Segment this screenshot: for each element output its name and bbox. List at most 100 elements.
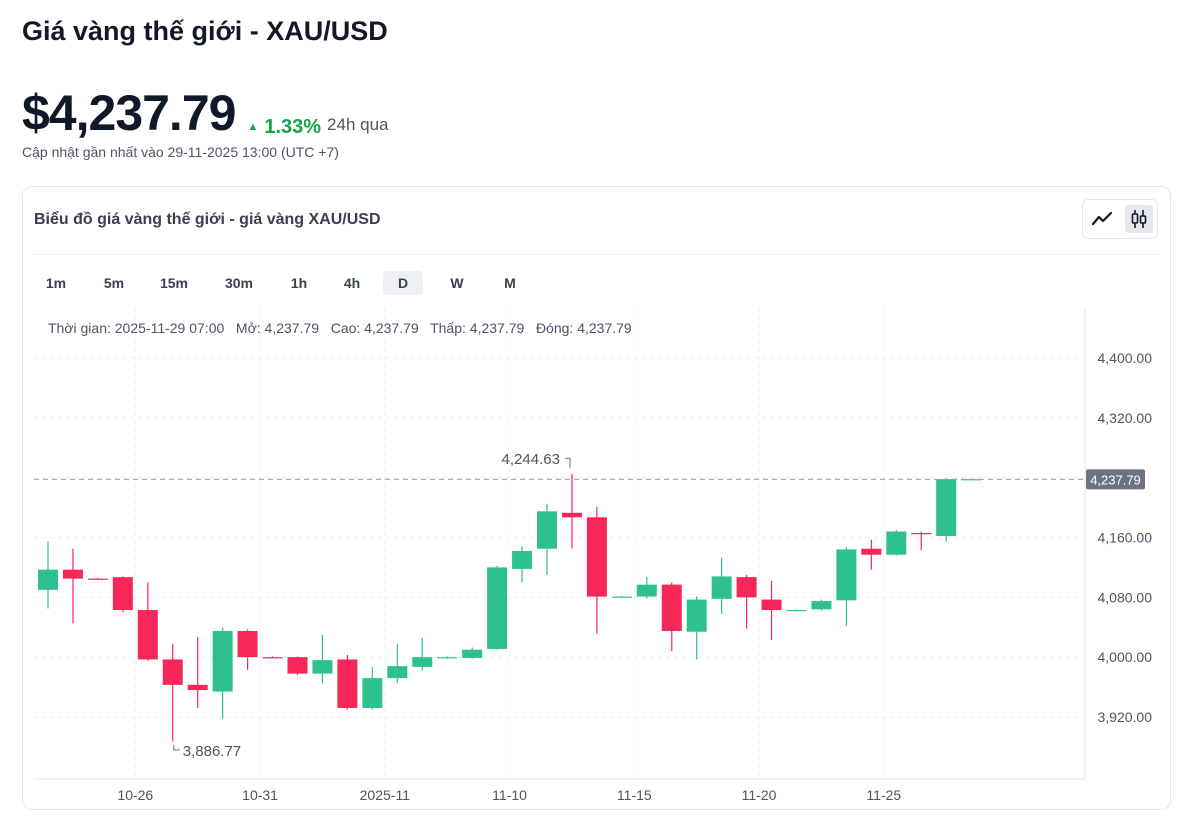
candle-body <box>861 548 882 555</box>
tab-5m[interactable]: 5m <box>103 275 125 291</box>
candle[interactable] <box>38 541 58 609</box>
candle-body <box>212 630 233 692</box>
candle[interactable] <box>112 576 133 613</box>
chart-type-toggle <box>1082 199 1158 239</box>
candle-body <box>537 511 557 549</box>
candle-body <box>636 584 657 597</box>
candle[interactable] <box>337 654 358 710</box>
candle-body <box>761 599 782 611</box>
x-tick-label: 10-31 <box>242 787 278 803</box>
candle-body <box>412 657 433 667</box>
last-updated: Cập nhật gần nhất vào 29-11-2025 13:00 (… <box>22 144 339 160</box>
candle[interactable] <box>62 548 83 624</box>
candle[interactable] <box>711 557 732 614</box>
line-chart-icon <box>1091 211 1112 226</box>
candle-body <box>237 630 258 658</box>
tab-15m[interactable]: 15m <box>159 275 189 291</box>
candle-body <box>337 659 358 709</box>
candle-body <box>137 610 158 660</box>
candlestick-icon <box>1131 210 1146 228</box>
candle-body <box>886 531 907 555</box>
up-triangle-icon: ▲ <box>247 121 259 133</box>
candle[interactable] <box>487 565 508 650</box>
y-tick-label: 4,320.00 <box>1098 410 1153 426</box>
chart-title: Biểu đồ giá vàng thế giới - giá vàng XAU… <box>34 211 381 228</box>
candle-body <box>112 577 133 611</box>
candle[interactable] <box>636 577 657 599</box>
candle[interactable] <box>537 503 557 575</box>
candle-body <box>38 569 58 590</box>
timeframe-tabs: 1m 5m 15m 30m 1h 4h D W M <box>35 271 529 295</box>
price-change: ▲ 1.33% <box>247 116 321 139</box>
candle[interactable] <box>287 656 308 676</box>
candle[interactable] <box>586 506 607 634</box>
x-tick-label: 11-25 <box>866 787 901 803</box>
candle[interactable] <box>87 577 108 580</box>
tab-4h[interactable]: 4h <box>343 275 361 291</box>
candle[interactable] <box>936 478 957 542</box>
y-tick-label: 4,080.00 <box>1098 589 1153 605</box>
candle[interactable] <box>387 643 408 684</box>
candle-body <box>87 578 108 580</box>
candle-body <box>162 659 183 685</box>
candle-body <box>811 601 832 610</box>
low-annotation: 3,886.77 <box>183 743 241 760</box>
candle[interactable] <box>437 656 458 659</box>
tab-d[interactable]: D <box>383 271 423 295</box>
tab-1m[interactable]: 1m <box>45 275 67 291</box>
candle-body <box>611 596 632 598</box>
change-period: 24h qua <box>327 115 389 134</box>
candle-body <box>387 666 408 679</box>
candle[interactable] <box>736 574 757 629</box>
candle[interactable] <box>362 666 383 710</box>
x-tick-label: 11-20 <box>742 787 777 803</box>
candle[interactable] <box>761 580 782 640</box>
x-tick-label: 2025-11 <box>360 787 411 803</box>
candle-body <box>362 678 383 709</box>
candle[interactable] <box>512 546 533 583</box>
candle[interactable] <box>187 636 208 709</box>
candle[interactable] <box>312 634 333 684</box>
line-chart-button[interactable] <box>1088 205 1116 233</box>
candle[interactable] <box>212 627 233 719</box>
candle[interactable] <box>462 647 483 659</box>
candle[interactable] <box>162 643 183 742</box>
candle[interactable] <box>836 547 857 626</box>
candle[interactable] <box>237 629 258 670</box>
candle-body <box>512 550 533 569</box>
high-annotation-arrow <box>564 457 571 469</box>
candle[interactable] <box>861 539 882 570</box>
candle[interactable] <box>911 531 932 551</box>
tab-m[interactable]: M <box>504 275 516 291</box>
candle-body <box>661 584 682 631</box>
candle-body <box>312 660 333 674</box>
candle[interactable] <box>412 637 433 671</box>
candle-body <box>187 684 208 691</box>
candle-body <box>836 549 857 601</box>
candle[interactable] <box>611 595 632 598</box>
candle[interactable] <box>137 582 158 661</box>
low-annotation-arrow <box>173 744 180 751</box>
card-divider <box>33 254 1160 255</box>
candlestick-button[interactable] <box>1124 205 1153 233</box>
candle-body <box>487 567 508 649</box>
candle-body <box>786 610 807 612</box>
candle[interactable] <box>661 582 682 652</box>
tab-30m[interactable]: 30m <box>224 275 254 291</box>
chart-overlay: 4,237.79 4,244.63 3,886.77 <box>34 451 1145 760</box>
candle[interactable] <box>262 656 283 659</box>
candle[interactable] <box>811 599 832 611</box>
tab-1h[interactable]: 1h <box>290 275 308 291</box>
x-tick-label: 10-26 <box>117 787 153 803</box>
candle[interactable] <box>886 530 907 556</box>
candle[interactable] <box>686 596 707 660</box>
high-annotation: 4,244.63 <box>502 451 560 468</box>
candle-body <box>711 576 732 599</box>
candle[interactable] <box>786 609 807 612</box>
candle[interactable] <box>561 473 582 549</box>
candle-body <box>736 577 757 598</box>
tab-w[interactable]: W <box>450 275 464 291</box>
y-tick-label: 4,000.00 <box>1098 649 1153 665</box>
candle-body <box>62 569 83 579</box>
